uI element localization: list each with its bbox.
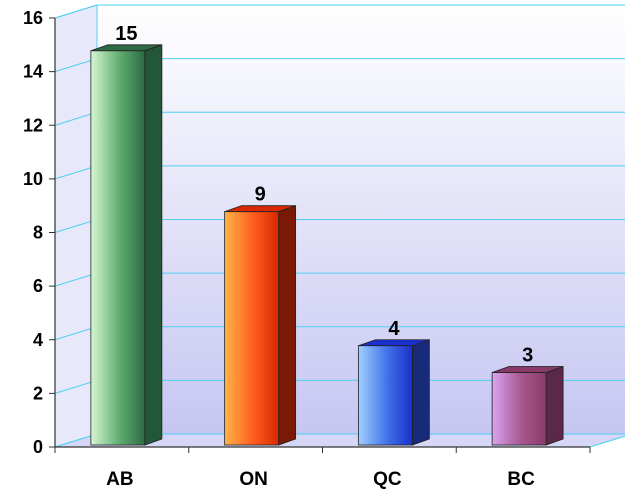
- y-tick-label: 2: [33, 383, 43, 403]
- y-tick-label: 14: [23, 62, 43, 82]
- gridline: [54, 4, 625, 19]
- bar: [224, 205, 297, 446]
- y-tick-label: 0: [33, 437, 43, 457]
- data-label: 15: [115, 23, 137, 45]
- bar-front-face: [90, 50, 146, 446]
- y-tick-label: 12: [23, 115, 43, 135]
- y-tick-label: 8: [33, 223, 43, 243]
- x-tick-label: QC: [373, 469, 402, 490]
- data-label: 9: [255, 184, 266, 206]
- bar-front-face: [224, 211, 280, 446]
- data-label: 4: [388, 318, 400, 340]
- y-tick-label: 6: [33, 276, 43, 296]
- data-label: 3: [522, 345, 533, 367]
- bar-side-face: [545, 365, 564, 446]
- y-axis-tick-labels: 0 2 4 6 8 10 12 14 16: [23, 8, 43, 457]
- data-labels: 15 9 4 3: [115, 23, 533, 367]
- bar: [491, 365, 564, 446]
- bar: [357, 339, 430, 446]
- bar-side-face: [278, 205, 297, 446]
- bars: [90, 44, 564, 446]
- y-tick-label: 16: [23, 8, 43, 28]
- x-tick-label: BC: [507, 469, 535, 490]
- axes: [49, 17, 591, 453]
- bar-front-face: [357, 345, 413, 446]
- x-axis-tick-labels: AB ON QC BC: [106, 469, 535, 490]
- bar: [90, 44, 163, 446]
- x-tick-label: ON: [239, 469, 268, 490]
- bar-front-face: [491, 372, 547, 446]
- bar-side-face: [411, 339, 430, 446]
- x-tick-label: AB: [106, 469, 133, 490]
- y-tick-label: 4: [33, 330, 43, 350]
- bar-side-face: [144, 44, 163, 446]
- y-tick-label: 10: [23, 169, 43, 189]
